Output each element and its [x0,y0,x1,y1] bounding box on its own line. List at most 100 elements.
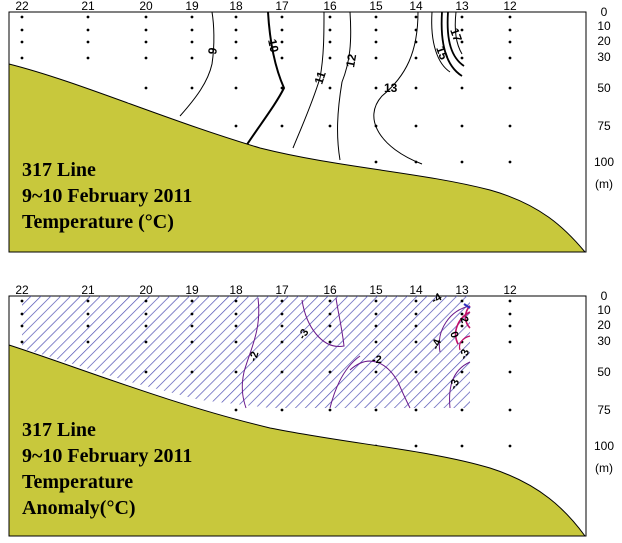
sample-dot [328,370,332,374]
contour-zero [454,311,471,345]
sample-dot [190,15,194,19]
anomaly-label-2: 2 [457,315,470,325]
depth-tick-label: (m) [595,177,613,191]
sample-dot [328,86,332,90]
station-ticks: 22 21 20 19 18 17 16 15 14 13 12 [15,283,517,297]
sample-dot [374,340,378,344]
sample-dot [20,15,24,19]
station-tick-label: 14 [409,0,423,13]
sample-dot [460,160,464,164]
sample-dot [328,299,332,303]
depth-tick-label: (m) [595,461,613,475]
sample-dot [190,40,194,44]
section-name: 317 Line [22,419,96,441]
contour-labels: 9 10 11 12 13 15 17 [205,26,465,95]
sample-dot [414,340,418,344]
survey-date: 9~10 February 2011 [22,185,192,207]
anomaly-label-neg2-right: -2 [372,354,382,366]
sample-dot [374,40,378,44]
station-tick-label: 18 [229,0,243,13]
sample-dot [86,340,90,344]
sample-dot [280,124,284,128]
sample-dot [460,124,464,128]
station-tick-label: 15 [369,283,383,297]
sample-dot [508,15,512,19]
sample-dot [328,56,332,60]
station-tick-label: 16 [323,283,337,297]
depth-tick-label: 30 [597,50,611,64]
contour-neg2-right [349,360,411,409]
sample-dot [144,370,148,374]
sample-dot [328,408,332,412]
sample-dot [374,299,378,303]
section-name: 317 Line [22,159,96,181]
depth-tick-label: 10 [597,19,611,33]
sample-dot [20,40,24,44]
contour-neg3-right [449,361,471,409]
station-tick-label: 22 [15,283,29,297]
anomaly-label-neg2-left: -2 [247,350,261,363]
station-tick-label: 17 [275,0,289,13]
sample-dot [280,40,284,44]
sample-dot [508,408,512,412]
contour-15 [431,11,451,73]
station-tick-label: 22 [15,0,29,13]
sample-dot [460,324,464,328]
sample-dot [328,40,332,44]
sample-dot [414,299,418,303]
depth-tick-label: 50 [597,365,611,379]
sample-dot [508,299,512,303]
station-tick-label: 17 [275,283,289,297]
sample-dot [234,86,238,90]
sample-dot [86,28,90,32]
sample-dot [460,28,464,32]
sample-dot [20,340,24,344]
station-tick-label: 13 [455,283,469,297]
anomaly-label-zero: 0 [447,330,460,340]
sample-dot [234,40,238,44]
sample-dot [508,86,512,90]
sample-dot [508,370,512,374]
seabed [8,63,587,253]
sample-dot [414,56,418,60]
contour-label-17: 17 [447,26,465,44]
anomaly-label-neg3-bottom: -3 [458,348,473,361]
max-anomaly-marker [463,303,471,309]
sample-dot [414,370,418,374]
sample-dot [374,28,378,32]
sample-dot [280,324,284,328]
station-tick-label: 14 [409,283,423,297]
sample-dot [280,312,284,316]
sample-dot [460,40,464,44]
depth-tick-label: 75 [597,403,611,417]
sample-dot [144,15,148,19]
sample-dot [460,86,464,90]
sample-dot [86,324,90,328]
station-tick-label: 21 [81,283,95,297]
sample-dot [144,312,148,316]
sample-dot [234,408,238,412]
sample-dot [144,340,148,344]
sample-dot [280,370,284,374]
contour-neg3-mid [301,297,345,347]
sample-dot [20,56,24,60]
contour-13 [373,11,423,165]
sample-dot [508,160,512,164]
sample-dot [144,86,148,90]
variable-unit: Anomaly(°C) [22,497,136,519]
sample-dot [460,312,464,316]
sample-dot [328,324,332,328]
sample-dot [460,56,464,60]
panel-label: 317 Line 9~10 February 2011 Temperature … [22,159,192,233]
sample-dot [190,340,194,344]
sample-dot [414,408,418,412]
sample-dot [86,40,90,44]
variable-name: Temperature (°C) [22,211,174,233]
depth-tick-label: 0 [601,289,608,303]
depth-tick-label: 100 [594,155,614,169]
sample-dot [374,56,378,60]
station-tick-label: 16 [323,0,337,13]
contour-17b [446,11,465,67]
